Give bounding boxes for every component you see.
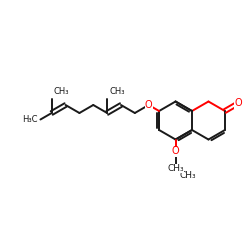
Text: O: O xyxy=(172,146,179,156)
Text: CH₃: CH₃ xyxy=(167,164,184,173)
Text: CH₃: CH₃ xyxy=(180,172,196,180)
Text: O: O xyxy=(145,100,152,110)
Text: H₃C: H₃C xyxy=(22,115,38,124)
Text: CH₃: CH₃ xyxy=(54,87,69,96)
Text: O: O xyxy=(172,146,179,156)
Text: O: O xyxy=(145,100,152,110)
Text: O: O xyxy=(234,98,242,108)
Text: CH₃: CH₃ xyxy=(109,87,125,96)
